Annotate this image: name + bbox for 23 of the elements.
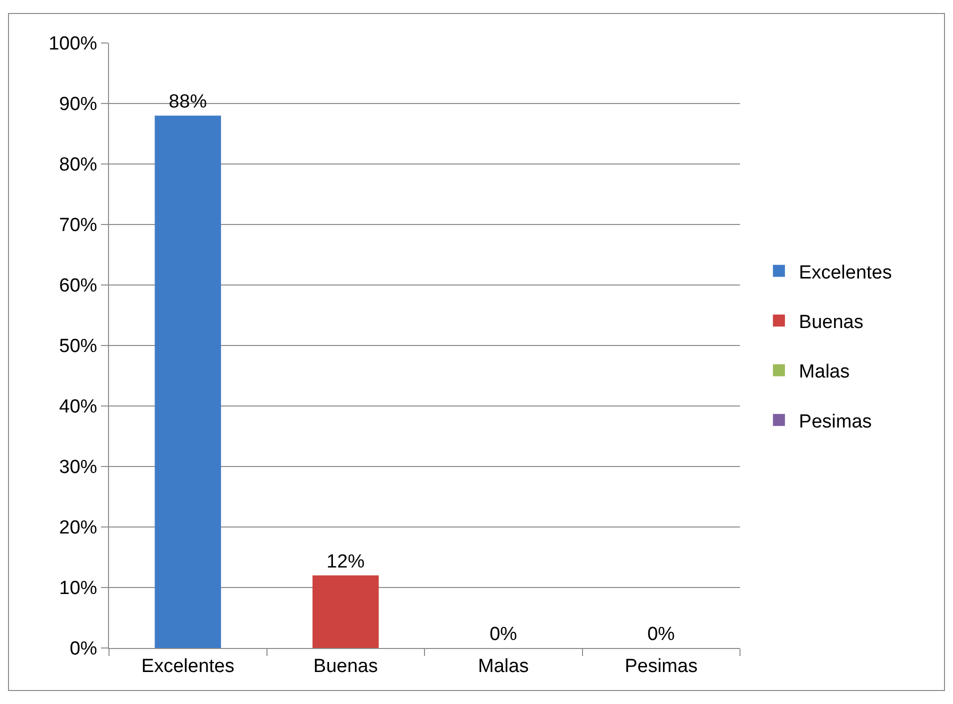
y-tick-label: 40% [59,396,98,418]
legend-label: Buenas [798,312,864,333]
y-tick-label: 20% [59,518,98,539]
x-tick-label: Buenas [313,656,378,677]
y-tick-label: 30% [59,457,98,478]
y-tick-label: 100% [48,34,98,55]
x-tick-label: Malas [478,656,529,677]
y-tick-label: 90% [59,94,98,116]
legend-label: Pesimas [798,411,872,432]
y-tick-label: 0% [70,638,98,660]
y-tick-label: 80% [59,154,98,176]
x-tick-label: Pesimas [624,656,698,677]
x-tick-label: Excelentes [141,656,234,677]
y-tick-label: 60% [59,276,98,297]
y-tick-label: 10% [59,578,98,600]
data-label: 88% [168,92,207,113]
legend-label: Malas [798,362,850,383]
legend-label: Excelentes [798,262,892,284]
y-tick-label: 50% [59,336,98,358]
y-tick-label: 70% [59,215,98,236]
data-label: 0% [490,624,518,645]
data-label: 0% [647,624,675,645]
data-label: 12% [326,551,365,572]
